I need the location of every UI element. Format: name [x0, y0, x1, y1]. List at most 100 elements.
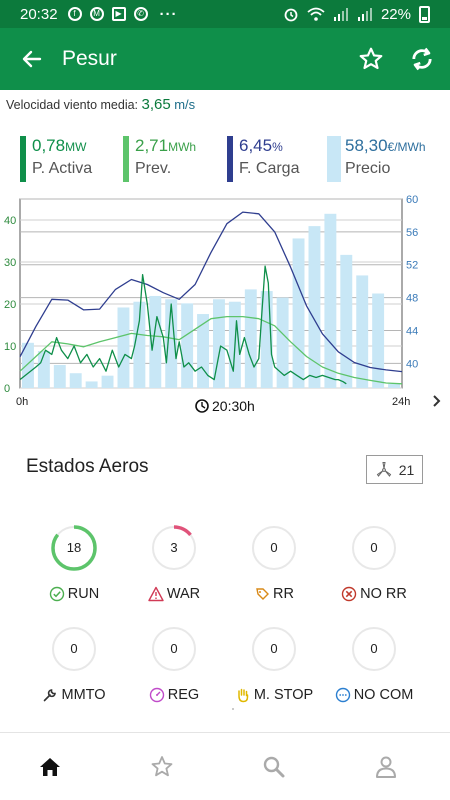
state-label: M. STOP	[253, 687, 314, 703]
section-title-estados: Estados Aeros	[26, 456, 149, 477]
left-tick-label: 20	[4, 299, 16, 311]
star-outline-icon[interactable]	[358, 46, 384, 72]
warning-triangle-icon	[148, 586, 164, 602]
right-tick-label: 48	[406, 293, 418, 305]
metric-unit: MW	[65, 140, 87, 154]
metric-color-bar	[123, 136, 129, 182]
status-time: 20:32	[20, 5, 58, 23]
price-bar	[69, 373, 82, 388]
state-run[interactable]: 18 RUN	[29, 524, 119, 602]
metric-value: 58,30	[345, 136, 388, 155]
state-count: 3	[170, 540, 178, 555]
turbine-count-badge[interactable]: 21	[366, 455, 423, 484]
chat-dots-icon	[335, 687, 350, 703]
state-count: 0	[370, 540, 378, 555]
price-bar	[372, 293, 385, 388]
metric-value: 6,45	[239, 136, 273, 155]
right-tick-label: 52	[406, 260, 418, 272]
metric-unit: MWh	[168, 140, 197, 154]
state-count: 0	[270, 540, 278, 555]
state-ring-track	[252, 627, 296, 671]
state-ring-track	[352, 627, 396, 671]
state-no-com[interactable]: 0 NO COM	[329, 625, 419, 703]
right-tick-label: 56	[406, 227, 418, 239]
feedly-icon: ▶	[111, 7, 126, 21]
state-ring-track	[352, 526, 396, 570]
price-bar	[149, 295, 162, 388]
production-chart[interactable]: 0 10 20 30 40 40 44 48 52 56 60 0h 24h 20:30h	[0, 190, 450, 420]
x-label-current: 20:30h	[212, 398, 255, 414]
state-ring: 0	[350, 625, 398, 673]
bottom-nav	[0, 732, 450, 800]
state-ring-fill	[151, 525, 197, 571]
back-arrow-icon[interactable]	[20, 47, 44, 71]
state-count: 0	[270, 641, 278, 656]
state-war[interactable]: 3 WAR	[129, 524, 219, 602]
state-no-rr[interactable]: 0 NO RR	[329, 524, 419, 602]
metric-value: 2,71	[135, 136, 169, 155]
state-label: NO COM	[353, 687, 414, 703]
metric-color-bar	[227, 136, 233, 182]
state-count: 0	[70, 641, 78, 656]
state-ring-track	[252, 526, 296, 570]
price-bar	[260, 291, 273, 388]
state-label: REG	[167, 687, 200, 703]
metric-color-bar	[20, 136, 26, 182]
favorites-icon[interactable]	[148, 753, 176, 781]
home-icon[interactable]	[36, 753, 64, 781]
state-ring: 0	[150, 625, 198, 673]
gmail-icon: M	[89, 7, 104, 21]
tag-reset-icon	[256, 588, 270, 600]
state-ring-track	[52, 627, 96, 671]
price-bar	[197, 314, 209, 388]
cancel-circle-icon	[341, 586, 357, 602]
chevron-right-icon[interactable]	[433, 395, 441, 407]
state-count: 0	[370, 641, 378, 656]
metric-label: P. Activa	[32, 160, 93, 177]
whatsapp-icon: ✆	[133, 7, 148, 21]
price-bar	[165, 299, 178, 388]
x-label-start: 0h	[16, 396, 28, 408]
price-bar	[213, 299, 225, 388]
wind-speed-value: 3,65	[141, 96, 171, 113]
state-ring: 0	[250, 625, 298, 673]
refresh-icon[interactable]	[408, 45, 436, 73]
profile-icon[interactable]	[372, 753, 400, 781]
state-reg[interactable]: 0 REG	[129, 625, 219, 703]
signal-icon-2	[357, 8, 372, 21]
metric-label: F. Carga	[239, 160, 300, 177]
right-tick-label: 40	[406, 358, 418, 370]
wrench-icon	[44, 689, 57, 702]
wind-speed-unit: m/s	[174, 97, 196, 112]
alarm-icon	[284, 8, 298, 22]
price-bar	[292, 238, 305, 388]
state-m-stop[interactable]: 0 M. STOP	[229, 625, 319, 703]
price-bar	[276, 297, 289, 388]
left-tick-label: 30	[4, 257, 16, 269]
metric-unit: €/MWh	[387, 140, 426, 154]
metric-unit: %	[272, 140, 283, 154]
metric-load-factor: 6,45% F. Carga	[227, 136, 299, 182]
divider-dot	[232, 708, 234, 710]
gauge-icon	[149, 687, 164, 703]
state-mmto[interactable]: 0 MMTO	[29, 625, 119, 703]
search-icon[interactable]	[260, 753, 288, 781]
x-label-end: 24h	[392, 396, 410, 408]
clock-icon	[195, 399, 209, 413]
metric-label: Prev.	[135, 160, 172, 177]
metric-active-power: 0,78MW P. Activa	[20, 136, 92, 182]
state-rr[interactable]: 0 RR	[229, 524, 319, 602]
price-bar	[133, 301, 146, 388]
metrics-row: 0,78MW P. Activa 2,71MWh Prev. 6,45% F. …	[20, 136, 440, 184]
state-ring-track	[152, 627, 196, 671]
price-bar	[324, 213, 337, 388]
turbine-count: 21	[398, 461, 415, 478]
active-power-line	[19, 265, 347, 385]
load-factor-line	[19, 211, 403, 373]
state-label: MMTO	[61, 687, 106, 703]
state-ring: 0	[250, 524, 298, 572]
state-ring: 18	[50, 524, 98, 572]
price-bar	[244, 289, 257, 388]
hand-stop-icon	[238, 688, 249, 703]
facebook-icon: f	[67, 7, 82, 21]
